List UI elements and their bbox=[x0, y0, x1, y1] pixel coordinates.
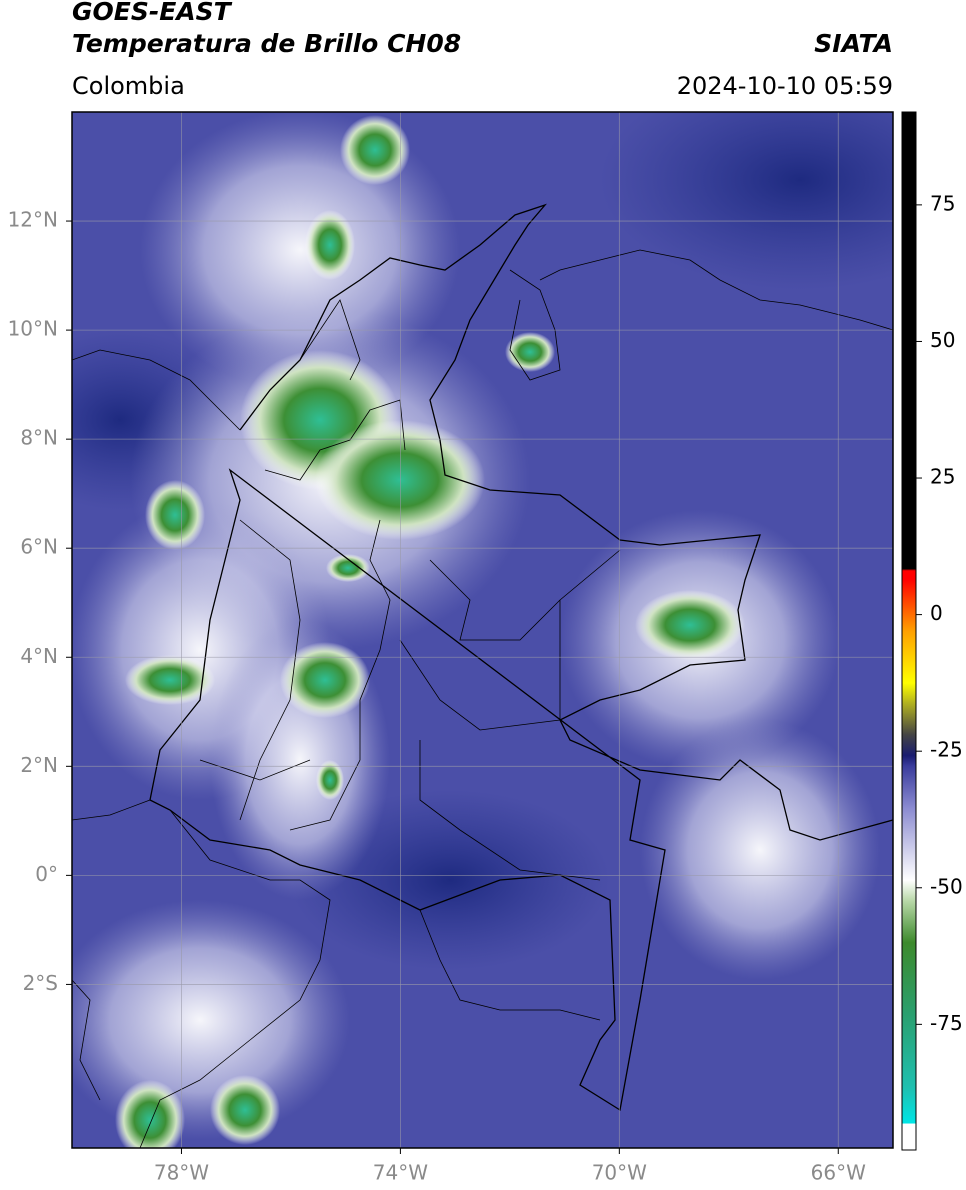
cold-area bbox=[600, 112, 893, 290]
colorbar-tick-label: -50 bbox=[930, 874, 963, 898]
cold-cloud-top bbox=[280, 642, 370, 718]
map-image bbox=[72, 112, 893, 1148]
y-tick-label: 2°S bbox=[23, 971, 58, 995]
cold-cloud-top bbox=[115, 1080, 185, 1148]
y-tick-label: 6°N bbox=[20, 535, 58, 559]
cloud bbox=[72, 900, 350, 1140]
y-tick-label: 10°N bbox=[8, 317, 58, 341]
cloud bbox=[140, 112, 460, 390]
colorbar-tick-label: 0 bbox=[930, 601, 943, 625]
cloud bbox=[640, 720, 880, 980]
source: SIATA bbox=[814, 29, 893, 58]
timestamp: 2024-10-10 05:59 bbox=[677, 72, 893, 100]
cold-cloud-top bbox=[635, 590, 745, 660]
cold-cloud-top bbox=[316, 760, 344, 800]
subtitle: Temperatura de Brillo CH08 bbox=[72, 29, 461, 58]
colorbar-tick-label: 50 bbox=[930, 328, 955, 352]
x-tick-label: 70°W bbox=[592, 1161, 647, 1185]
neighbor-borders bbox=[72, 249, 893, 1148]
x-tick-label: 74°W bbox=[373, 1161, 428, 1185]
region: Colombia bbox=[72, 72, 185, 100]
cold-cloud-top bbox=[340, 115, 410, 185]
colorbar-tick-label: -25 bbox=[930, 738, 963, 762]
x-tick-label: 78°W bbox=[154, 1161, 209, 1185]
y-tick-label: 8°N bbox=[20, 426, 58, 450]
cold-cloud-top bbox=[125, 655, 215, 705]
colorbar-tick-label: 25 bbox=[930, 465, 955, 489]
cold-cloud-top bbox=[326, 554, 370, 582]
y-tick-label: 4°N bbox=[20, 644, 58, 668]
cold-cloud-top bbox=[210, 1075, 280, 1145]
graticule bbox=[72, 112, 893, 1148]
cold-cloud-top bbox=[505, 332, 555, 372]
cold-cloud-top bbox=[145, 480, 205, 550]
title: GOES-EAST bbox=[72, 0, 233, 26]
map-frame bbox=[71, 111, 894, 1149]
y-tick-label: 0° bbox=[35, 862, 58, 886]
y-tick-label: 12°N bbox=[8, 208, 58, 232]
colorbar bbox=[901, 111, 917, 1151]
x-tick-label: 66°W bbox=[811, 1161, 866, 1185]
colombia-border bbox=[149, 203, 893, 1112]
cold-cloud-top bbox=[305, 210, 355, 280]
colorbar-tick-label: -75 bbox=[930, 1011, 963, 1035]
y-tick-label: 2°N bbox=[20, 753, 58, 777]
colorbar-tick-label: 75 bbox=[930, 191, 955, 215]
